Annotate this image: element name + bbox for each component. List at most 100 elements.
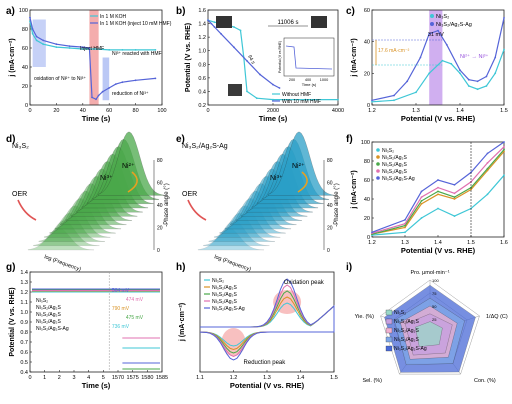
series-point [154,77,157,80]
series-point [503,174,505,177]
series-point [371,100,373,103]
series-point [68,47,71,49]
oxidation-band [32,19,46,67]
x-axis-label: Time (s) [82,114,111,123]
annotation-oer: OER [12,191,27,198]
y-tick-label: 40 [364,40,370,46]
series-point [485,85,488,87]
shift-band [429,10,443,105]
y-tick-label: 20 [364,71,370,77]
series-point [114,83,117,85]
z-axis-label: -Phase angle (°) [334,183,340,226]
panel-labels: a) b) c) d) e) f) g) h) i) [6,6,355,273]
series-point [55,43,58,46]
x-tick-label: 4000 [332,108,344,114]
x-tick-label: 1.2 [368,108,376,114]
x-axis-label: Potential (V vs. RHE) [401,246,476,255]
series-point [404,226,406,229]
series-point [304,98,307,101]
inset-xlabel: Time (s) [302,82,317,87]
series-point [404,222,406,225]
radar-tick: 25 [432,317,437,322]
series-ni3s2 [371,49,505,103]
x-tick-label: 1.4 [297,375,305,381]
panel-label-c: c) [346,6,355,17]
legend-entry: Ni₃S₂/Ag₂S [394,337,419,343]
radar-axis-label: Sel. (%) [362,378,382,384]
reduction-band [102,57,110,101]
series-point [486,193,489,196]
panel-label-i: i) [346,262,352,273]
x-tick-label: 100 [157,108,166,114]
y-tick-label: 60 [22,46,28,52]
series-point [503,148,505,151]
series-koh [29,21,156,51]
panel-c: 1.2 1.3 1.4 1.5 0 20 40 60 Potential (V vs. RHE)… [351,8,508,123]
panel-label-a: a) [6,6,15,17]
legend-swatch [385,345,393,352]
annotation: oxidation of Ni²⁺ to Ni³⁺ [34,76,86,82]
radar-axis-label: Yie. (%) [355,314,375,320]
x-tick-label: 80 [133,108,139,114]
annotation: Ni²⁺ → Ni³⁺ [460,53,489,60]
series-point [68,45,71,47]
series-point [121,49,124,51]
y-tick-label: 80 [364,159,370,165]
annotation-11006s: 11006 s [278,20,299,26]
y-tick-label: 1.6 [198,8,206,14]
y-tick-label: 1.4 [20,270,28,276]
annotation-oer: OER [182,191,197,198]
series-point [233,46,235,49]
electrode-image-1 [216,16,232,28]
series-point [272,98,274,101]
legend-swatch [385,336,393,343]
series-point [81,46,84,48]
z-tick-label: 40 [157,203,163,209]
series-point [420,217,423,219]
series-point [476,80,479,83]
legend-entry: Ni₃S₂ [382,148,394,154]
series-point [95,98,97,101]
radar-series [415,321,443,347]
series-point [393,94,395,97]
legend-entry: Ni₃S₂/Ag₂S-Ag [382,176,415,182]
legend-marker [376,169,380,173]
legend-entry: Ni₃S₂/Ag₂S [394,319,419,325]
series-line [371,141,505,233]
electrode-image-2 [311,16,327,28]
bode-curve [27,227,95,251]
panel-label-d: d) [6,134,15,145]
y-tick-label: 1.3 [20,280,28,286]
series-point [81,48,84,50]
x-tick-label: 2 [58,375,61,381]
series-point [453,215,456,218]
y-tick-label: 0.4 [20,370,28,376]
annotation: 736 mV [112,324,130,330]
x-tick-label: 1.4 [434,240,442,246]
series-point [337,98,339,101]
annotation-reduction: Reduction peak [244,360,287,366]
legend-entry: Ni₃S₂/Ag₂S-Ag [394,346,427,352]
panel-title: Ni₃S₂/Ag₂S-Ag [182,143,228,150]
series-point [470,188,472,191]
y-tick-label: 1.2 [20,290,28,296]
series-point [437,29,439,32]
annotation-oxidation: Oxidation peak [284,280,325,286]
series-point [494,72,497,75]
bode-curve [197,227,265,251]
y-tick-label: 0.6 [198,76,206,82]
legend-entry: Without HMF [282,92,311,98]
x-axis-label: Potential (V vs. RHE) [401,114,476,123]
panel-label-h: h) [176,262,185,273]
z-tick-label: 0 [327,248,330,254]
x-tick-label: 1575 [127,375,139,381]
x-tick-label: 1570 [112,375,124,381]
radar-axis-label: Con. (%) [474,378,496,384]
series-point [420,190,423,193]
legend-entry: Ni₃S₂ [212,278,224,284]
y-tick-label: 80 [22,27,28,33]
plot-frame [29,9,163,106]
oer-arrow [187,199,207,221]
x-tick-label: 4 [87,375,90,381]
